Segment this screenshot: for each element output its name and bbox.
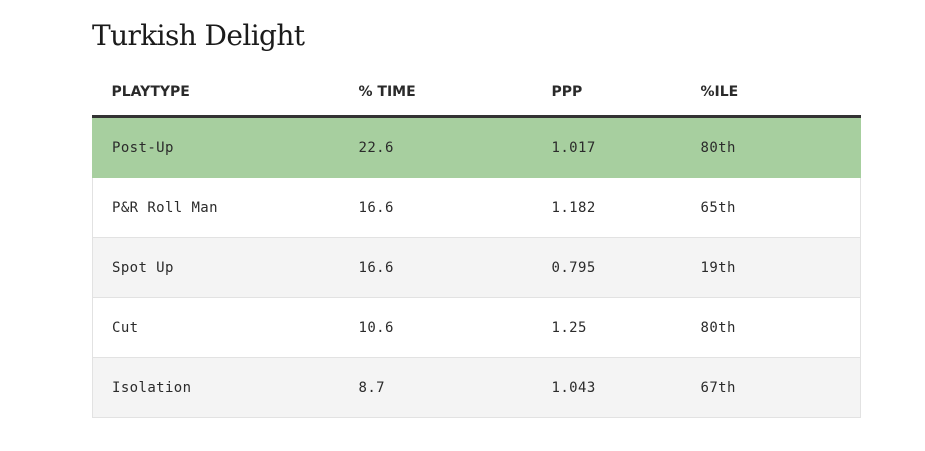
cell-ppp: 1.017	[551, 116, 701, 178]
cell-playtype: P&R Roll Man	[92, 177, 359, 238]
column-header-ppp: PPP	[551, 68, 701, 118]
cell-playtype: Spot Up	[92, 237, 359, 298]
table-body: Post-Up 22.6 1.017 80th P&R Roll Man 16.…	[92, 116, 861, 418]
cell-ppp: 0.795	[551, 237, 701, 298]
cell-time: 10.6	[358, 297, 552, 358]
table-row: P&R Roll Man 16.6 1.182 65th	[92, 177, 861, 238]
cell-time: 8.7	[358, 357, 552, 418]
table-row: Spot Up 16.6 0.795 19th	[92, 237, 861, 298]
column-header-playtype: PLAYTYPE	[92, 68, 359, 118]
cell-percentile: 19th	[700, 237, 861, 298]
cell-playtype: Isolation	[92, 357, 359, 418]
column-header-time: % TIME	[358, 68, 552, 118]
cell-playtype: Cut	[92, 297, 359, 358]
table-header: PLAYTYPE % TIME PPP %ILE	[92, 68, 861, 118]
cell-time: 16.6	[358, 177, 552, 238]
column-header-percentile: %ILE	[700, 68, 861, 118]
table-row: Cut 10.6 1.25 80th	[92, 297, 861, 358]
header-row: PLAYTYPE % TIME PPP %ILE	[92, 68, 861, 118]
cell-time: 22.6	[358, 116, 552, 178]
cell-percentile: 65th	[700, 177, 861, 238]
cell-percentile: 80th	[700, 116, 861, 178]
cell-percentile: 67th	[700, 357, 861, 418]
table-row: Isolation 8.7 1.043 67th	[92, 357, 861, 418]
table-row: Post-Up 22.6 1.017 80th	[92, 116, 861, 178]
page-title: Turkish Delight	[92, 19, 305, 52]
cell-time: 16.6	[358, 237, 552, 298]
cell-ppp: 1.182	[551, 177, 701, 238]
cell-ppp: 1.043	[551, 357, 701, 418]
cell-ppp: 1.25	[551, 297, 701, 358]
cell-playtype: Post-Up	[92, 116, 359, 178]
cell-percentile: 80th	[700, 297, 861, 358]
playtype-stats-table: PLAYTYPE % TIME PPP %ILE Post-Up 22.6 1.…	[92, 68, 861, 418]
